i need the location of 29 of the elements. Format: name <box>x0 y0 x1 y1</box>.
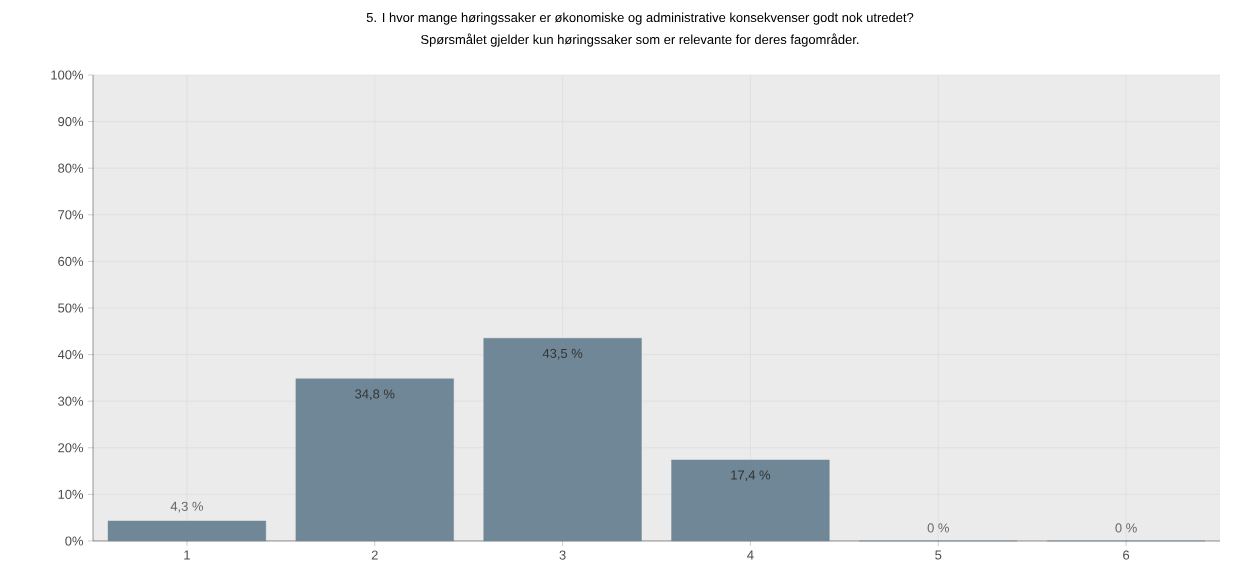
data-label: 34,8 % <box>355 389 395 401</box>
y-tick-label: 80% <box>58 163 84 173</box>
x-tick-label: 6 <box>1123 550 1130 560</box>
x-tick-label: 5 <box>935 550 942 560</box>
chart-title: 5. I hvor mange høringssaker er økonomiske og administrative konsekvenser godt nok utredet? <box>366 12 914 25</box>
y-tick-label: 100% <box>51 70 84 80</box>
y-tick-label: 60% <box>58 256 84 266</box>
y-tick-label: 50% <box>58 303 84 313</box>
y-tick-label: 30% <box>58 396 84 406</box>
data-label: 17,4 % <box>731 470 771 482</box>
data-label: 0 % <box>927 523 949 533</box>
x-tick-label: 1 <box>184 550 190 560</box>
data-label: 43,5 % <box>542 348 583 360</box>
x-tick-label: 2 <box>371 550 378 560</box>
data-label: 0 % <box>1115 523 1137 533</box>
y-tick-label: 20% <box>58 443 84 453</box>
data-label: 4,3 % <box>170 501 204 513</box>
bar <box>671 459 830 542</box>
y-tick-label: 90% <box>58 116 84 127</box>
bar <box>107 520 267 542</box>
x-tick-label: 3 <box>559 550 566 560</box>
bar <box>483 338 642 542</box>
bar <box>295 378 454 542</box>
y-tick-label: 40% <box>57 350 84 360</box>
y-tick-label: 70% <box>58 210 84 220</box>
chart-subtitle: Spørsmålet gjelder kun høringssaker som er relevante for deres fagområder. <box>421 33 859 47</box>
x-tick-label: 4 <box>747 550 754 560</box>
y-tick-label: 0% <box>65 536 84 546</box>
y-tick-label: 10% <box>58 489 84 499</box>
